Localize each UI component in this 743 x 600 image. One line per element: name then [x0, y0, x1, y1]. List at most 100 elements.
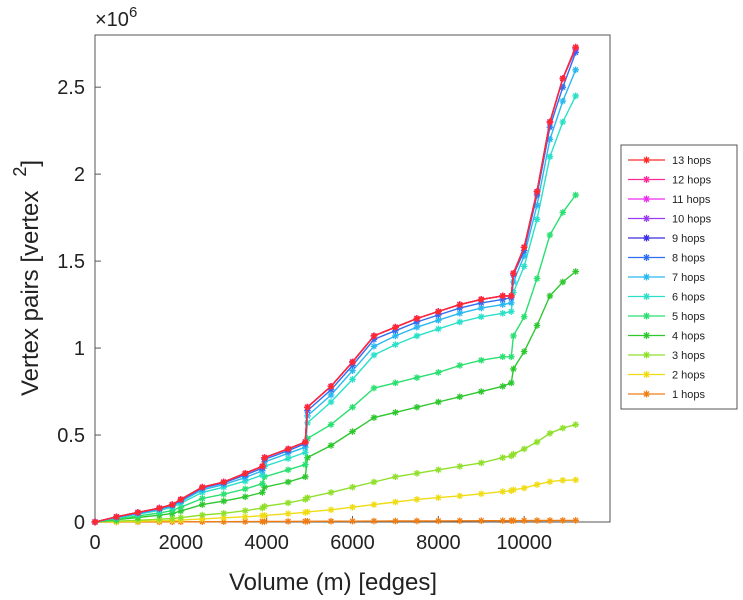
data-point: [91, 518, 99, 526]
data-point: [259, 489, 266, 496]
y-tick-label: 0: [74, 512, 85, 534]
data-point: [392, 473, 399, 481]
legend-label: 6 hops: [672, 292, 706, 304]
legend-label: 12 hops: [672, 175, 712, 187]
legend-entry: 9 hops: [628, 233, 706, 245]
data-point: [370, 517, 378, 525]
data-point: [327, 489, 335, 496]
data-point: [510, 517, 517, 524]
data-point: [241, 485, 249, 493]
series-layer: [91, 43, 579, 526]
data-point: [507, 379, 515, 387]
data-point: [510, 269, 517, 277]
data-point: [413, 517, 421, 525]
data-point: [510, 332, 517, 340]
data-point: [327, 398, 335, 406]
data-point: [435, 466, 442, 474]
data-point: [499, 517, 507, 524]
legend-entry: 13 hops: [628, 155, 712, 167]
data-point: [546, 429, 554, 437]
data-point: [477, 388, 485, 395]
legend-label: 1 hops: [672, 389, 706, 401]
y-multiplier: ×106: [95, 4, 137, 31]
data-point: [301, 473, 309, 481]
data-point: [520, 445, 528, 453]
legend-entry: 10 hops: [628, 214, 712, 226]
data-point: [559, 278, 567, 286]
data-point: [392, 409, 399, 416]
data-point: [559, 118, 567, 126]
data-point: [349, 428, 356, 435]
legend-entry: 2 hops: [628, 370, 706, 382]
legend-entry: 7 hops: [628, 272, 706, 284]
series-13-hops: [91, 43, 579, 526]
y-axis-label-close: ]: [17, 160, 44, 167]
data-point: [533, 438, 541, 446]
data-point: [413, 496, 421, 503]
data-point: [156, 504, 163, 512]
data-point: [284, 466, 292, 474]
data-point: [241, 513, 249, 521]
x-tick-label: 6000: [330, 532, 375, 554]
data-point: [546, 136, 554, 143]
data-point: [261, 512, 268, 519]
y-axis-label-main: Vertex pairs [vertex: [17, 191, 44, 396]
legend-marker: [643, 273, 650, 281]
data-point: [304, 403, 311, 411]
data-point: [499, 309, 507, 317]
data-point: [370, 414, 378, 421]
x-axis-label: Volume (m) [edges]: [229, 569, 437, 596]
y-axis-label-sup: 2: [10, 167, 30, 177]
legend-entry: 5 hops: [628, 311, 706, 323]
y-axis-label-group: Vertex pairs [vertex 2]: [10, 160, 44, 396]
legend-label: 4 hops: [672, 331, 706, 343]
data-point: [392, 323, 399, 331]
data-point: [349, 517, 356, 525]
data-point: [168, 501, 176, 508]
data-point: [327, 506, 335, 514]
legend-label: 3 hops: [672, 350, 706, 362]
data-point: [520, 484, 528, 492]
data-point: [499, 353, 507, 361]
legend-entry: 12 hops: [628, 175, 712, 187]
data-point: [349, 403, 356, 411]
data-point: [533, 275, 541, 282]
x-tick-label: 8000: [416, 532, 461, 554]
legend-entry: 11 hops: [628, 194, 711, 206]
data-point: [456, 393, 464, 401]
data-point: [220, 497, 228, 505]
data-point: [284, 499, 292, 507]
data-point: [499, 454, 507, 461]
data-point: [370, 384, 378, 392]
legend-label: 7 hops: [672, 272, 706, 284]
data-point: [546, 478, 554, 485]
legend-label: 13 hops: [672, 155, 712, 167]
data-point: [413, 374, 421, 381]
data-point: [177, 496, 185, 503]
data-point: [520, 313, 528, 321]
data-point: [559, 476, 567, 484]
data-point: [533, 517, 541, 524]
legend-marker: [643, 293, 650, 300]
data-point: [327, 383, 335, 390]
data-point: [533, 216, 541, 223]
data-point: [349, 483, 356, 491]
data-point: [520, 517, 528, 524]
legend-marker: [643, 390, 650, 398]
data-point: [546, 517, 554, 524]
data-point: [477, 296, 485, 303]
data-point: [261, 518, 268, 525]
x-tick-label: 4000: [244, 532, 289, 554]
data-point: [559, 97, 567, 105]
data-point: [304, 518, 311, 525]
legend-label: 9 hops: [672, 233, 706, 245]
data-point: [413, 403, 421, 411]
y-tick-labels: 0 0.5 1 1.5 2 2.5: [57, 77, 85, 534]
data-point: [572, 517, 579, 524]
data-point: [510, 486, 517, 494]
data-point: [520, 263, 528, 270]
data-point: [134, 509, 142, 516]
data-point: [370, 478, 378, 486]
data-point: [477, 459, 485, 467]
data-point: [572, 268, 579, 275]
